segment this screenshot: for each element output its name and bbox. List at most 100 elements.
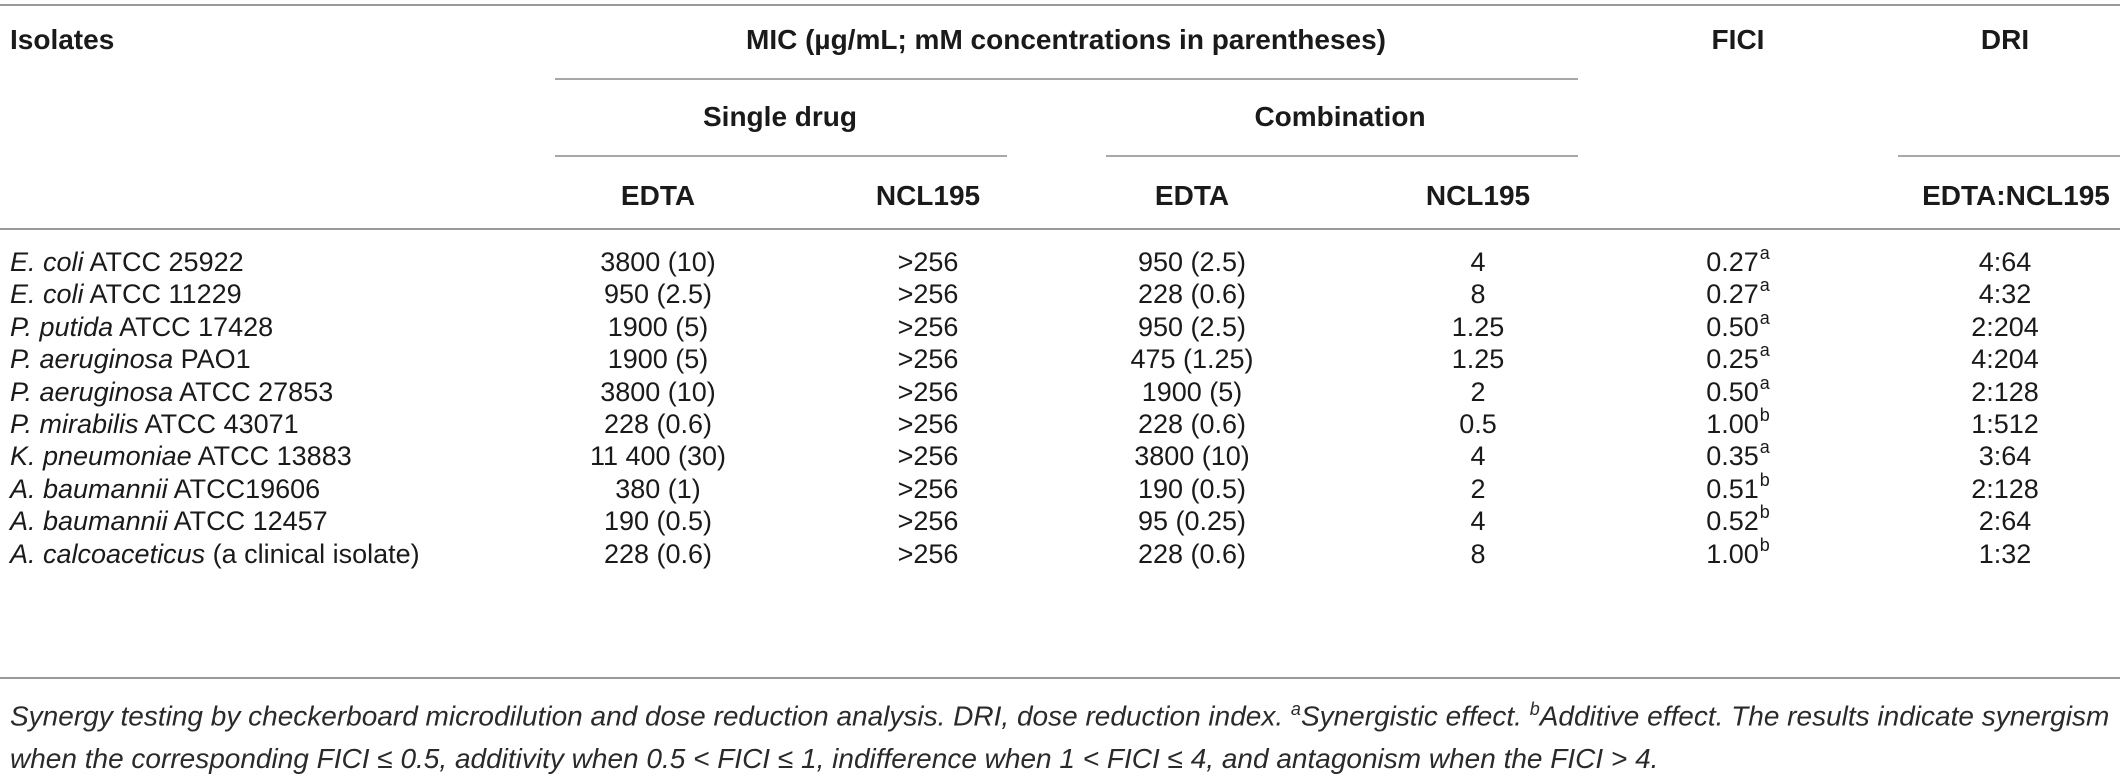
cell-edta: 950 (2.5) [603, 279, 713, 310]
cell-ncl195: >256 [897, 473, 959, 504]
cell-isolate: A. calcoaceticus (a clinical isolate) [10, 538, 420, 570]
cell-fici: 0.52b [1706, 502, 1770, 540]
isolate-strain: (a clinical isolate) [205, 538, 420, 569]
cell-ncl195: >256 [897, 538, 959, 569]
cell-dri: 2:64 [1978, 506, 2032, 537]
cell-edta: 1900 (5) [607, 311, 709, 342]
isolate-species: P. putida [10, 311, 114, 342]
cell-edta-combination: 95 (0.25) [1137, 506, 1247, 537]
isolate-species: A. calcoaceticus [10, 538, 206, 569]
fici-value: 0.50 [1706, 311, 1759, 342]
fici-footnote-mark: b [1759, 469, 1770, 490]
cell-edta-combination: 950 (2.5) [1137, 311, 1247, 342]
isolate-species: E. coli [10, 279, 84, 310]
cell-dri: 2:128 [1971, 473, 2039, 504]
isolate-species: P. aeruginosa [10, 376, 174, 407]
cell-dri: 4:204 [1971, 344, 2039, 375]
fici-footnote-mark: a [1759, 243, 1770, 263]
cell-ncl195: >256 [897, 311, 959, 342]
isolate-strain: PAO1 [173, 344, 251, 375]
cell-dri: 1:512 [1971, 409, 2039, 439]
header-combination: Combination [1254, 101, 1426, 132]
footnote-text: Synergy testing by checkerboard microdil… [10, 700, 1291, 732]
cell-dri: 2:204 [1971, 311, 2039, 342]
cell-ncl195-combination: 0.5 [1459, 409, 1497, 439]
fici-footnote-mark: b [1759, 405, 1770, 425]
cell-isolate: P. mirabilis ATCC 43071 [10, 408, 299, 440]
isolate-species: K. pneumoniae [10, 441, 192, 472]
cell-edta: 228 (0.6) [603, 409, 713, 439]
cell-ncl195: >256 [897, 376, 959, 407]
isolate-strain: ATCC19606 [167, 473, 321, 504]
isolate-species: A. baumannii [10, 506, 168, 537]
combination-rule [1106, 155, 1578, 157]
isolate-species: P. aeruginosa [10, 344, 174, 375]
cell-ncl195-combination: 4 [1470, 441, 1486, 472]
cell-ncl195-combination: 8 [1470, 538, 1486, 569]
cell-isolate: E. coli ATCC 11229 [10, 278, 242, 310]
fici-footnote-mark: a [1759, 372, 1770, 393]
fici-value: 1.00 [1706, 409, 1759, 439]
fici-value: 0.27 [1706, 279, 1759, 310]
fici-footnote-mark: a [1759, 437, 1770, 458]
isolate-strain: ATCC 27853 [173, 376, 334, 407]
cell-fici: 0.27a [1706, 243, 1770, 281]
cell-fici: 0.35a [1706, 437, 1770, 475]
fici-footnote-mark: b [1759, 534, 1770, 555]
cell-fici: 0.51b [1706, 469, 1770, 508]
cell-edta-combination: 475 (1.25) [1130, 344, 1254, 375]
cell-isolate: P. putida ATCC 17428 [10, 311, 273, 343]
fici-value: 1.00 [1706, 538, 1759, 569]
cell-dri: 4:64 [1978, 247, 2032, 277]
single-drug-rule [555, 155, 1007, 157]
cell-isolate: A. baumannii ATCC 12457 [10, 505, 328, 537]
cell-ncl195-combination: 4 [1470, 506, 1486, 537]
cell-isolate: K. pneumoniae ATCC 13883 [10, 440, 352, 472]
table-footnote: Synergy testing by checkerboard microdil… [10, 688, 2110, 780]
cell-dri: 2:128 [1971, 376, 2039, 407]
cell-fici: 0.25a [1706, 340, 1770, 378]
cell-ncl195-combination: 1.25 [1451, 344, 1505, 375]
cell-ncl195: >256 [897, 506, 959, 537]
footnote-mark-b: b [1529, 699, 1540, 719]
cell-edta: 1900 (5) [607, 344, 709, 375]
footnote-additive: Additive effect. The results indicate sy… [10, 700, 2110, 775]
isolate-strain: ATCC 25922 [83, 247, 244, 277]
header-dri: DRI [1980, 24, 2030, 55]
header-single-drug: Single drug [703, 101, 857, 132]
header-edta-single: EDTA [620, 180, 696, 211]
cell-ncl195-combination: 1.25 [1451, 311, 1505, 342]
cell-isolate: E. coli ATCC 25922 [10, 246, 244, 278]
table-top-rule [0, 4, 2120, 6]
header-ncl195-single: NCL195 [875, 180, 981, 211]
cell-isolate: P. aeruginosa ATCC 27853 [10, 376, 333, 408]
isolate-species: E. coli [10, 247, 84, 277]
dri-rule [1898, 155, 2120, 157]
cell-edta: 228 (0.6) [603, 538, 713, 569]
cell-edta-combination: 1900 (5) [1141, 376, 1243, 407]
cell-ncl195: >256 [897, 279, 959, 310]
cell-dri: 4:32 [1978, 279, 2032, 310]
footnote-synergy: Synergistic effect. [1300, 700, 1530, 732]
header-fici: FICI [1711, 24, 1765, 55]
fici-footnote-mark: a [1759, 340, 1770, 361]
cell-ncl195-combination: 2 [1470, 376, 1486, 407]
cell-edta-combination: 228 (0.6) [1137, 409, 1247, 439]
cell-edta-combination: 228 (0.6) [1137, 538, 1247, 569]
cell-edta: 380 (1) [615, 473, 701, 504]
fici-value: 0.51 [1706, 473, 1759, 504]
cell-ncl195-combination: 4 [1470, 247, 1486, 277]
header-bottom-rule [0, 228, 2120, 230]
header-isolates: Isolates [10, 24, 115, 55]
cell-isolate: P. aeruginosa PAO1 [10, 343, 251, 375]
cell-ncl195: >256 [897, 441, 959, 472]
cell-edta-combination: 228 (0.6) [1137, 279, 1247, 310]
fici-value: 0.35 [1706, 441, 1759, 472]
cell-ncl195-combination: 8 [1470, 279, 1486, 310]
cell-ncl195: >256 [897, 344, 959, 375]
cell-edta-combination: 950 (2.5) [1137, 247, 1247, 277]
cell-fici: 1.00b [1706, 534, 1770, 573]
cell-edta: 3800 (10) [600, 376, 716, 407]
fici-value: 0.27 [1706, 247, 1759, 277]
cell-dri: 3:64 [1978, 441, 2032, 472]
